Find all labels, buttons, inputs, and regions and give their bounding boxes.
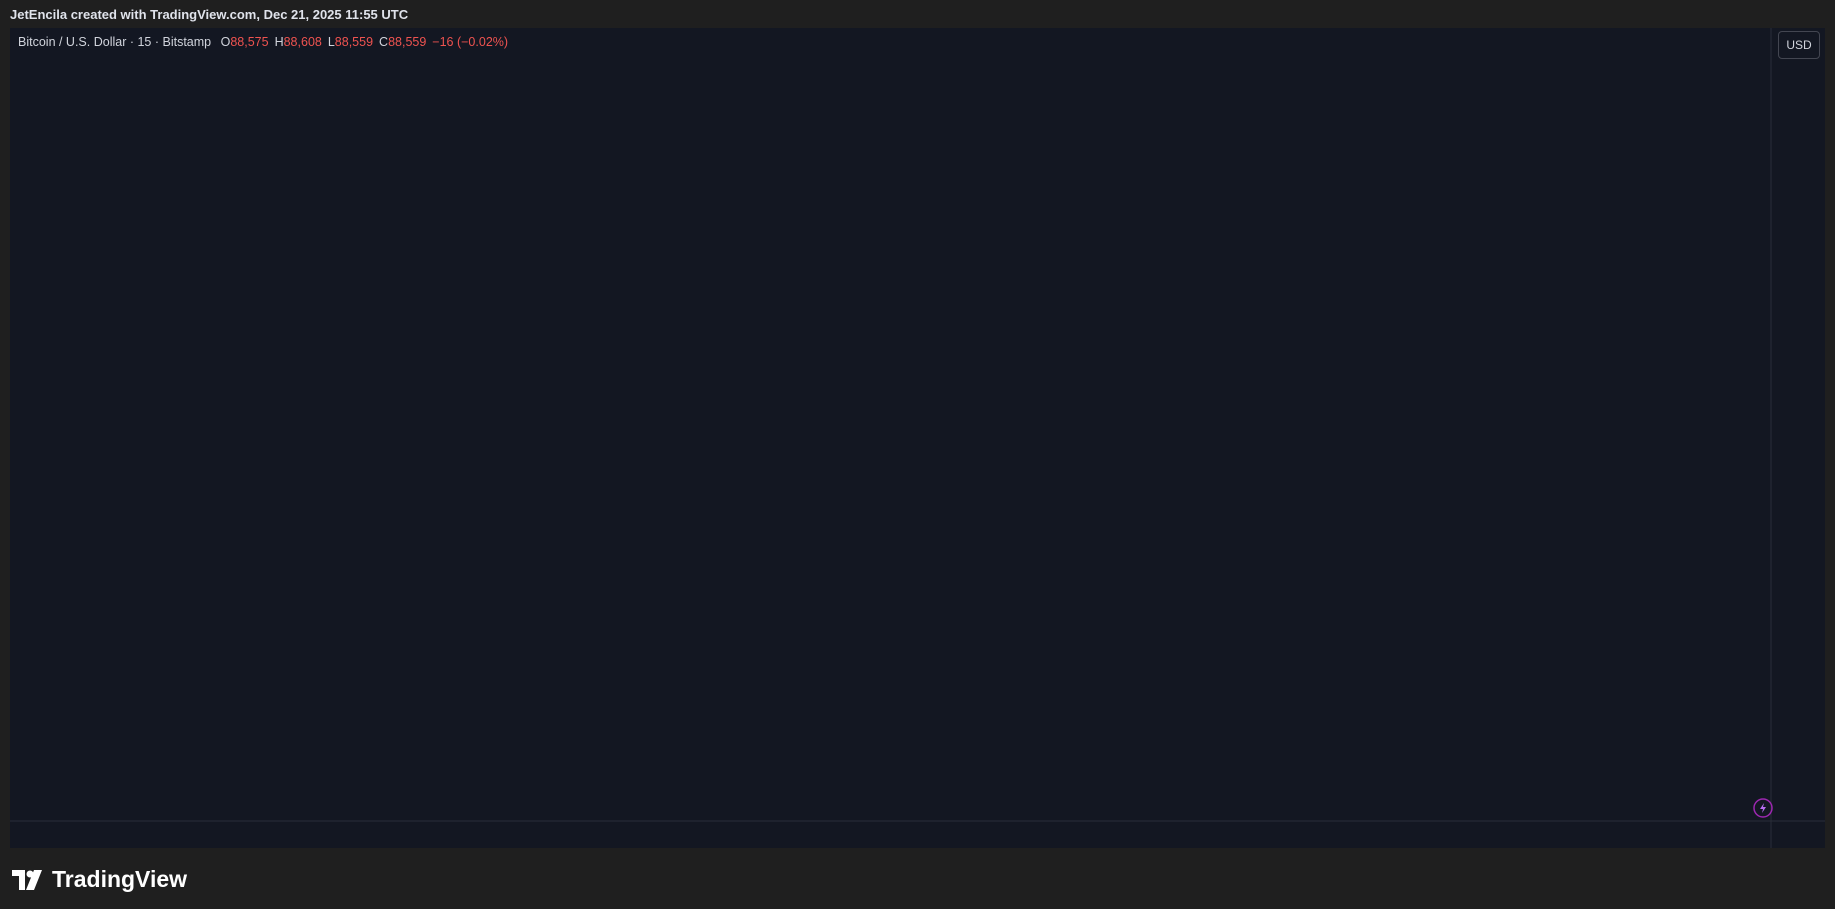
currency-button[interactable]: USD xyxy=(1778,31,1820,59)
ohlc-key: O xyxy=(220,35,231,49)
ohlc-value: 88,608 xyxy=(283,35,322,49)
attribution: JetEncila created with TradingView.com, … xyxy=(10,7,409,22)
symbol-title: Bitcoin / U.S. Dollar · 15 · Bitstamp xyxy=(18,35,212,49)
brand-name: TradingView xyxy=(52,866,188,892)
ohlc-value: 88,559 xyxy=(388,35,427,49)
legend: Bitcoin / U.S. Dollar · 15 · Bitstamp O8… xyxy=(18,35,514,49)
change: −16 (−0.02%) xyxy=(432,35,509,49)
replay-icon xyxy=(1753,798,1773,818)
chart-background xyxy=(10,28,1825,848)
ohlc-key: C xyxy=(379,35,389,49)
ohlc-value: 88,575 xyxy=(230,35,269,49)
ohlc-key: L xyxy=(327,35,335,49)
ohlc-key: H xyxy=(274,35,284,49)
ohlc-value: 88,559 xyxy=(334,35,374,49)
brand: TradingView xyxy=(12,866,187,893)
brand-logo xyxy=(12,869,42,890)
